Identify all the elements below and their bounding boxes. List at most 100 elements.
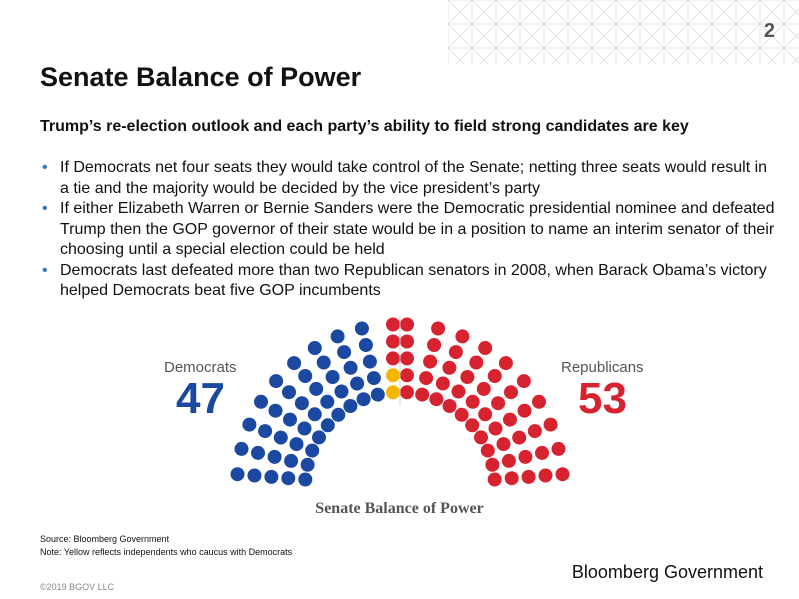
seat-dot-republicans — [517, 403, 532, 418]
seat-dot-republicans — [478, 407, 493, 422]
seat-dot-democrats — [320, 394, 335, 409]
seat-dot-democrats — [330, 329, 345, 344]
seat-dot-republicans — [400, 351, 414, 366]
seat-dot-democrats — [269, 374, 284, 389]
seat-dot-democrats — [297, 421, 312, 436]
seat-dot-republicans — [496, 437, 511, 452]
senate-hemicycle-chart: Democrats 47 Republicans 53 — [150, 316, 650, 506]
seat-dot-democrats — [337, 345, 352, 360]
color-note: Note: Yellow reflects independents who c… — [40, 547, 293, 557]
seat-dot-democrats — [230, 467, 245, 482]
seat-dot-democrats — [289, 437, 304, 452]
slide-title: Senate Balance of Power — [40, 62, 362, 92]
bloomberg-government-logo: Bloomberg Government — [571, 562, 763, 582]
seat-dot-republicans — [538, 468, 553, 483]
seat-dot-republicans — [415, 387, 430, 402]
seat-dot-democrats — [307, 407, 322, 422]
seat-dot-democrats — [300, 457, 315, 472]
seat-dot-democrats — [356, 392, 371, 407]
chart-title: Senate Balance of Power — [315, 500, 484, 517]
seat-dot-republicans — [400, 368, 414, 383]
seat-dot-democrats — [283, 412, 297, 427]
seat-dot-republicans — [454, 407, 469, 422]
seat-dot-republicans — [460, 370, 475, 384]
seat-dots — [230, 316, 570, 487]
seat-dot-republicans — [491, 396, 506, 411]
seat-dot-republicans — [423, 354, 438, 369]
seat-dot-republicans — [487, 472, 502, 487]
bullet-list: • If Democrats net four seats they would … — [40, 158, 780, 302]
seat-dot-republicans — [485, 457, 500, 472]
seat-dot-democrats — [247, 468, 262, 483]
seat-dot-republicans — [503, 412, 517, 427]
seat-dot-democrats — [334, 384, 349, 399]
seat-dot-democrats — [268, 403, 283, 418]
democrats-label: Democrats — [164, 359, 237, 376]
seat-dot-republicans — [448, 345, 463, 360]
seat-dot-republicans — [488, 421, 503, 436]
seat-dot-democrats — [320, 418, 335, 433]
seat-dot-democrats — [267, 449, 282, 464]
seat-dot-republicans — [465, 418, 480, 433]
seat-dot-republicans — [516, 374, 531, 389]
seat-dot-democrats — [258, 424, 273, 439]
seat-dot-republicans — [532, 394, 546, 409]
seat-dot-democrats — [284, 453, 299, 468]
decorative-lattice-pattern — [448, 0, 799, 64]
seat-dot-republicans — [469, 355, 484, 370]
seat-dot-democrats — [242, 417, 257, 432]
seat-dot-republicans — [504, 385, 518, 400]
seat-dot-democrats — [309, 381, 324, 396]
seat-dot-democrats — [362, 354, 377, 369]
seat-dot-republicans — [474, 430, 488, 445]
seat-dot-democrats — [281, 471, 296, 486]
seat-dot-republicans — [400, 334, 414, 349]
seat-dot-republicans — [442, 360, 457, 375]
bullet-icon: • — [42, 261, 48, 279]
seat-dot-democrats — [343, 360, 358, 375]
seat-dot-democrats — [350, 376, 365, 391]
seat-dot-republicans — [521, 469, 536, 484]
seat-dot-republicans — [442, 399, 457, 413]
seat-dot-republicans — [555, 467, 570, 482]
seat-dot-republicans — [487, 369, 502, 383]
seat-dot-republicans — [429, 392, 444, 407]
seat-dot-republicans — [386, 317, 400, 332]
page-number: 2 — [763, 20, 775, 42]
seat-dot-republicans — [465, 394, 480, 409]
seat-dot-democrats — [370, 387, 385, 402]
bullet-item: • Democrats last defeated more than two R… — [42, 261, 767, 300]
seat-dot-democrats — [331, 407, 346, 422]
seat-dot-republicans — [498, 356, 513, 371]
seat-dot-democrats — [325, 370, 340, 384]
seat-dot-democrats — [287, 356, 302, 371]
seat-dot-republicans — [476, 381, 491, 396]
bullet-icon: • — [42, 200, 48, 217]
seat-dot-democrats — [254, 394, 268, 409]
seat-dot-democrats — [234, 441, 249, 456]
seat-dot-democrats — [354, 321, 369, 336]
seat-dot-republicans — [543, 417, 558, 432]
seat-dot-republicans — [535, 445, 549, 460]
seat-dot-democrats — [358, 338, 373, 352]
bullet-icon: • — [42, 159, 48, 176]
seat-dot-republicans — [455, 329, 470, 344]
republicans-count: 53 — [578, 374, 627, 423]
bullet-item: • If Democrats net four seats they would … — [42, 159, 768, 197]
seat-dot-democrats — [273, 430, 288, 445]
seat-dot-republicans — [400, 385, 414, 400]
seat-dot-republicans — [386, 351, 400, 366]
bullet-item: • If either Elizabeth Warren or Bernie Sa… — [42, 200, 775, 258]
seat-dot-republicans — [427, 338, 442, 352]
slide-subtitle: Trump’s re-election outlook and each par… — [40, 118, 689, 135]
seat-dot-republicans — [504, 471, 519, 486]
seat-dot-independents — [386, 368, 400, 383]
seat-dot-republicans — [451, 384, 466, 399]
seat-dot-republicans — [480, 443, 495, 458]
seat-dot-independents — [386, 385, 400, 400]
seat-dot-democrats — [312, 430, 326, 445]
seat-dot-democrats — [316, 355, 331, 370]
seat-dot-republicans — [431, 321, 446, 336]
seat-dot-democrats — [298, 369, 313, 383]
republicans-label: Republicans — [561, 359, 644, 376]
